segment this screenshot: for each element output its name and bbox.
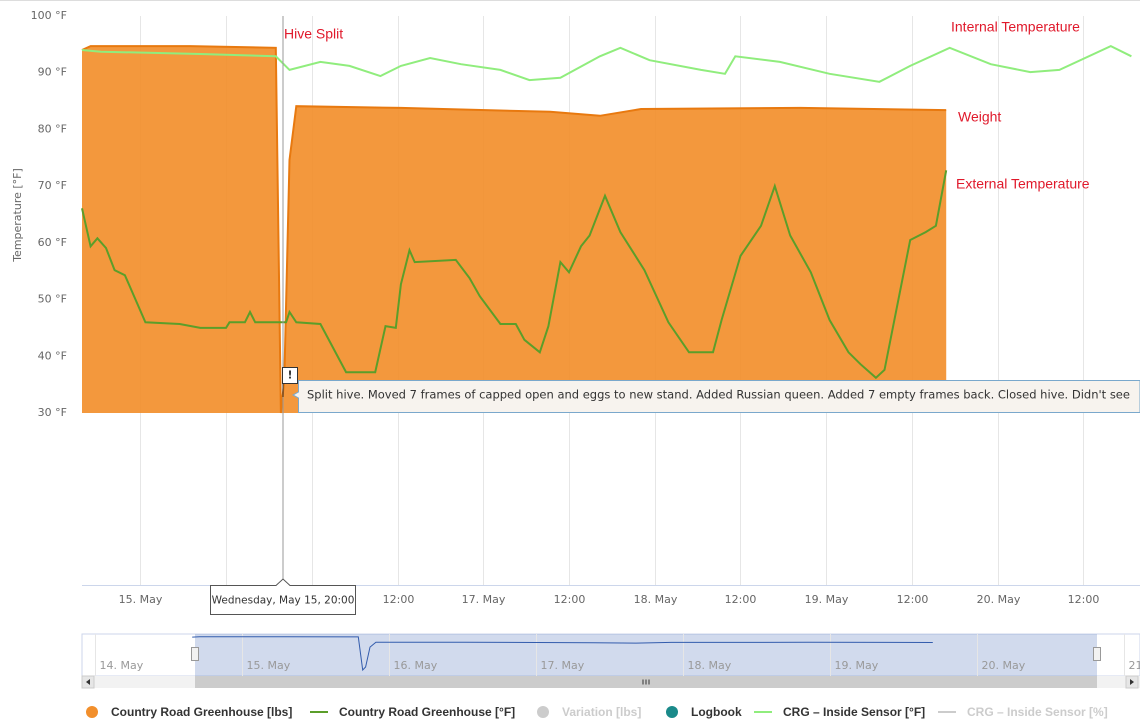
y-tick-label: 40 °F (38, 349, 67, 362)
navigator-tick-label: 20. May (982, 659, 1026, 672)
legend-symbol[interactable] (666, 706, 678, 718)
flag-symbol: ! (287, 369, 292, 382)
arrow-left (86, 679, 90, 685)
y-axis-title: Temperature [°F] (11, 168, 24, 263)
navigator-tick-label: 14. May (100, 659, 144, 672)
navigator-tick-label: 18. May (688, 659, 732, 672)
x-tick-label: 12:00 (383, 593, 415, 606)
y-tick-label: 70 °F (38, 179, 67, 192)
crosshair-tooltip: Wednesday, May 15, 20:00 (210, 578, 356, 615)
annotation: Hive Split (284, 26, 343, 42)
legend-label[interactable]: Variation [lbs] (562, 705, 641, 719)
x-tick-label: 12:00 (1068, 593, 1100, 606)
navigator-tick-label: 17. May (541, 659, 585, 672)
annotation: External Temperature (956, 176, 1090, 192)
crosshair-box (210, 578, 356, 615)
legend-label[interactable]: Country Road Greenhouse [lbs] (111, 705, 292, 719)
legend-symbol[interactable] (537, 706, 549, 718)
y-tick-label: 80 °F (38, 122, 67, 135)
legend-label[interactable]: Country Road Greenhouse [°F] (339, 705, 515, 719)
annotation: Internal Temperature (951, 19, 1080, 35)
navigator-tick-label: 15. May (247, 659, 291, 672)
flag-box (282, 367, 298, 384)
navigator-handle (1093, 647, 1101, 661)
scrollbar (81, 675, 1140, 689)
y-tick-label: 90 °F (38, 66, 67, 79)
legend: Country Road Greenhouse [lbs] Country Roa… (86, 705, 1108, 719)
temperature-line (81, 44, 1132, 83)
x-tick-label: 17. May (462, 593, 506, 606)
navigator-tick-label: 21 (1129, 659, 1140, 672)
legend-label[interactable]: CRG – Inside Sensor [°F] (783, 705, 925, 719)
navigator-tick-label: 16. May (394, 659, 438, 672)
navigator: 14. May 15. May 16. May 17. May 18. May 19. M… (81, 633, 1140, 677)
plot (81, 44, 1132, 414)
navigator-handle (191, 647, 199, 661)
weight-line (81, 45, 947, 414)
crosshair-label: Wednesday, May 15, 20:00 (212, 595, 355, 607)
flag: ! Split hive. Moved 7 frames of capped o… (282, 367, 1140, 413)
y-tick-label: 50 °F (38, 293, 67, 306)
x-tick-label: 12:00 (725, 593, 757, 606)
flag-text: Split hive. Moved 7 frames of capped ope… (307, 388, 1130, 402)
navigator-line (192, 636, 933, 672)
temperature-line (81, 170, 948, 380)
annotation: Weight (958, 109, 1001, 125)
legend-label[interactable]: Logbook (691, 705, 742, 719)
x-tick-label: 12:00 (897, 593, 929, 606)
flag-tooltip (291, 380, 1140, 413)
legend-label[interactable]: CRG – Inside Sensor [%] (967, 705, 1108, 719)
legend-symbol[interactable] (86, 706, 98, 718)
arrow-right (1130, 679, 1134, 685)
x-tick-label: 19. May (805, 593, 849, 606)
y-tick-label: 30 °F (38, 406, 67, 419)
y-tick-label: 60 °F (38, 236, 67, 249)
x-tick-label: 15. May (119, 593, 163, 606)
navigator-tick-label: 19. May (835, 659, 879, 672)
x-tick-label: 20. May (977, 593, 1021, 606)
x-tick-label: 12:00 (554, 593, 586, 606)
x-tick-label: 18. May (634, 593, 678, 606)
y-tick-label: 100 °F (31, 9, 67, 22)
scroll-grip (642, 679, 650, 685)
weight-area (82, 46, 947, 413)
navigator-selection (195, 634, 1097, 676)
